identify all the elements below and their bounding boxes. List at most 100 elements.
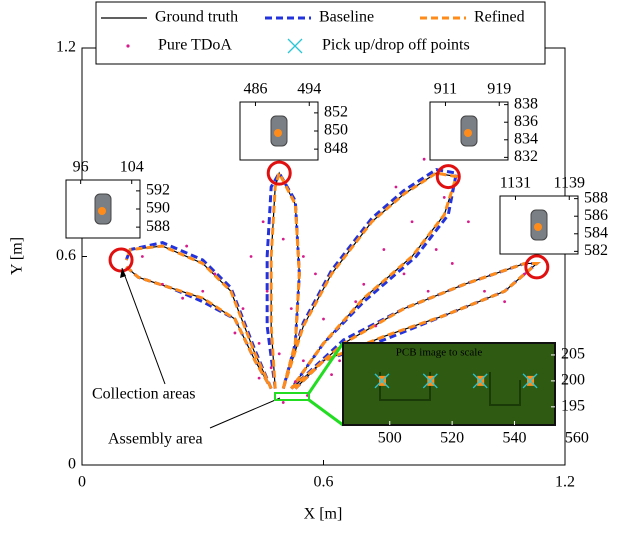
tdoa-point bbox=[301, 359, 305, 363]
inset-y-tick-label: 838 bbox=[514, 95, 538, 112]
inset-y-tick-label: 584 bbox=[584, 224, 608, 241]
tdoa-point bbox=[434, 248, 438, 251]
inset-y-tick-label: 836 bbox=[514, 113, 538, 130]
drone-marker bbox=[98, 207, 106, 215]
inset-x-tick-label: 1131 bbox=[500, 175, 531, 192]
inset-x-tick-label: 540 bbox=[502, 430, 526, 447]
tdoa-point bbox=[269, 366, 273, 370]
tdoa-point bbox=[257, 341, 261, 345]
pickup-point bbox=[422, 373, 438, 389]
tdoa-point bbox=[422, 157, 426, 161]
legend-label: Pick up/drop off points bbox=[322, 37, 470, 54]
inset-y-tick-label: 200 bbox=[561, 372, 585, 389]
x-tick-label: 0.6 bbox=[314, 474, 334, 491]
inset-y-tick-label: 850 bbox=[324, 122, 348, 139]
inset-x-tick-label: 560 bbox=[565, 430, 589, 447]
drone-marker bbox=[534, 223, 542, 231]
tdoa-point bbox=[301, 255, 305, 258]
inset-x-tick-label: 500 bbox=[378, 430, 402, 447]
inset-x-tick-label: 1139 bbox=[554, 175, 585, 192]
legend-swatch bbox=[126, 44, 130, 48]
tdoa-point bbox=[181, 296, 185, 300]
x-axis-label: X [m] bbox=[304, 506, 343, 523]
inset-x-tick-label: 104 bbox=[120, 159, 144, 176]
connector bbox=[307, 342, 345, 394]
x-tick-label: 0 bbox=[78, 474, 86, 491]
arrow bbox=[209, 397, 281, 429]
inset-y-tick-label: 590 bbox=[146, 200, 170, 217]
tdoa-point bbox=[281, 401, 285, 404]
legend-label: Ground truth bbox=[155, 9, 238, 26]
tdoa-point bbox=[161, 282, 164, 286]
tdoa-point bbox=[314, 272, 317, 276]
pickup-point bbox=[472, 373, 488, 389]
collection-circle bbox=[524, 254, 550, 280]
inset-x-tick-label: 486 bbox=[243, 81, 267, 98]
annotation: Collection areas bbox=[92, 386, 196, 403]
inset-y-tick-label: 852 bbox=[324, 104, 348, 121]
tdoa-point bbox=[467, 220, 470, 224]
tdoa-point bbox=[426, 289, 430, 293]
inset-y-tick-label: 592 bbox=[146, 182, 170, 199]
series-line bbox=[124, 168, 541, 390]
inset-y-tick-label: 848 bbox=[324, 140, 348, 157]
connector bbox=[308, 398, 344, 427]
tdoa-point bbox=[249, 255, 253, 258]
collection-circle bbox=[266, 160, 292, 186]
tdoa-point bbox=[338, 359, 341, 363]
inset-x-tick-label: 494 bbox=[297, 81, 321, 98]
arrow-head bbox=[120, 268, 126, 278]
tdoa-point bbox=[241, 307, 245, 311]
tdoa-point bbox=[233, 331, 237, 335]
arrow bbox=[121, 267, 166, 385]
y-tick-label: 0.6 bbox=[56, 247, 76, 264]
collection-circle bbox=[108, 247, 134, 273]
inset-y-tick-label: 205 bbox=[561, 346, 585, 363]
tdoa-point bbox=[185, 244, 189, 248]
inset-y-tick-label: 588 bbox=[584, 189, 608, 206]
inset-y-tick-label: 834 bbox=[514, 130, 538, 147]
tdoa-point bbox=[410, 220, 414, 224]
tdoa-point bbox=[140, 255, 144, 258]
tdoa-point bbox=[261, 220, 265, 224]
tdoa-point bbox=[322, 317, 325, 321]
assembly-box bbox=[274, 392, 310, 401]
legend-label: Baseline bbox=[319, 9, 374, 26]
tdoa-point bbox=[289, 307, 293, 311]
legend-label: Pure TDoA bbox=[158, 37, 232, 54]
tdoa-point bbox=[442, 196, 446, 199]
tdoa-point bbox=[503, 300, 507, 304]
drone-marker bbox=[464, 129, 472, 137]
tdoa-point bbox=[201, 289, 205, 293]
inset-y-tick-label: 582 bbox=[584, 242, 608, 259]
y-tick-label: 1.2 bbox=[56, 39, 76, 56]
tdoa-point bbox=[523, 272, 527, 276]
y-tick-label: 0 bbox=[68, 456, 76, 473]
x-tick-label: 1.2 bbox=[555, 474, 575, 491]
tdoa-point bbox=[281, 237, 285, 241]
tdoa-point bbox=[257, 376, 261, 380]
inset-y-tick-label: 588 bbox=[146, 218, 170, 235]
drone-marker bbox=[274, 129, 282, 137]
tdoa-point bbox=[394, 185, 398, 189]
y-axis-label: Y [m] bbox=[9, 237, 26, 275]
collection-circle bbox=[435, 164, 461, 190]
tdoa-point bbox=[362, 282, 366, 286]
inset-x-tick-label: 520 bbox=[440, 430, 464, 447]
tdoa-point bbox=[483, 289, 486, 293]
inset-y-tick-label: 586 bbox=[584, 207, 608, 224]
inset-y-tick-label: 832 bbox=[514, 148, 538, 165]
tdoa-point bbox=[402, 272, 406, 276]
pcb-trace bbox=[379, 372, 521, 406]
tdoa-point bbox=[293, 380, 297, 383]
series-line bbox=[124, 169, 541, 390]
tdoa-point bbox=[277, 352, 281, 356]
tdoa-point bbox=[374, 324, 378, 328]
inset-title: PCB image to scale bbox=[396, 347, 483, 359]
tdoa-point bbox=[382, 248, 386, 251]
inset-x-tick-label: 911 bbox=[434, 81, 457, 98]
legend-label: Refined bbox=[474, 9, 525, 26]
tdoa-point bbox=[354, 300, 358, 304]
inset-x-tick-label: 919 bbox=[487, 81, 511, 98]
